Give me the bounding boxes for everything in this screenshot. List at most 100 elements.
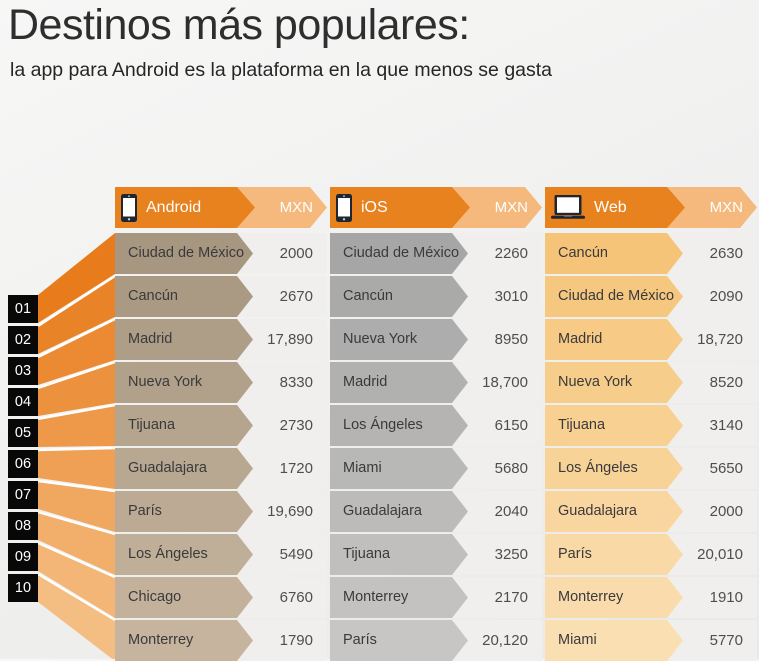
destination-cell: Monterrey xyxy=(330,577,468,618)
table-row: 1720 Guadalajara xyxy=(115,448,327,489)
table-row: 8950 Nueva York xyxy=(330,319,542,360)
table-row: 18,700 Madrid xyxy=(330,362,542,403)
table-row: 6760 Chicago xyxy=(115,577,327,618)
destination-cell: París xyxy=(545,534,683,575)
rank-connector xyxy=(38,276,115,354)
destination-cell: Ciudad de México xyxy=(330,233,468,274)
table-row: 20,120 París xyxy=(330,620,542,661)
currency-label: MXN xyxy=(494,199,528,216)
column-ios: MXN iOS 2260 Ciudad de México 3010 Cancún 89… xyxy=(330,187,542,661)
table-row: 2670 Cancún xyxy=(115,276,327,317)
rank-connector xyxy=(38,481,115,532)
laptop-icon xyxy=(551,195,585,220)
destination-cell: París xyxy=(115,491,253,532)
destination-cell: Tijuana xyxy=(115,405,253,446)
destination-cell: Madrid xyxy=(115,319,253,360)
column-header: MXN Android xyxy=(115,187,327,228)
destination-cell: Cancún xyxy=(330,276,468,317)
destination-cell: Ciudad de México xyxy=(115,233,253,274)
platform-label: Android xyxy=(146,198,202,216)
table-row: 2090 Ciudad de México xyxy=(545,276,757,317)
platform-label: Web xyxy=(594,198,627,216)
destination-cell: Los Ángeles xyxy=(115,534,253,575)
rank-badge: 05 xyxy=(8,419,38,447)
fan-divider xyxy=(38,510,115,536)
table-row: 6150 Los Ángeles xyxy=(330,405,542,446)
table-row: 2040 Guadalajara xyxy=(330,491,542,532)
fan-divider xyxy=(38,479,115,493)
destination-cell: Nueva York xyxy=(545,362,683,403)
rank-connector xyxy=(38,574,115,659)
rank-badge: 06 xyxy=(8,450,38,478)
platform-header: Web xyxy=(545,187,685,228)
destination-cell: Tijuana xyxy=(545,405,683,446)
rank-connector xyxy=(38,362,115,416)
fan-divider xyxy=(38,572,115,622)
table-row: 2000 Guadalajara xyxy=(545,491,757,532)
destination-cell: Ciudad de México xyxy=(545,276,683,317)
rank-badge: 02 xyxy=(8,326,38,354)
destination-cell: Monterrey xyxy=(115,620,253,661)
destination-cell: Nueva York xyxy=(330,319,468,360)
table-row: 20,010 París xyxy=(545,534,757,575)
rank-connector xyxy=(38,512,115,575)
table-row: 17,890 Madrid xyxy=(115,319,327,360)
rank-connector xyxy=(38,448,115,489)
column-rows: 2260 Ciudad de México 3010 Cancún 8950 Nueva … xyxy=(330,187,542,661)
rank-connector xyxy=(38,233,115,323)
fan-divider xyxy=(38,446,115,452)
destination-cell: Los Ángeles xyxy=(545,448,683,489)
fan-divider xyxy=(38,541,115,579)
price-cell: 2170 xyxy=(452,577,542,618)
destination-cell: Madrid xyxy=(330,362,468,403)
table-row: 19,690 París xyxy=(115,491,327,532)
destination-cell: Cancún xyxy=(115,276,253,317)
table-row: 2730 Tijuana xyxy=(115,405,327,446)
rank-badge: 10 xyxy=(8,574,38,602)
rank-badge: 08 xyxy=(8,512,38,540)
column-android: MXN Android 2000 Ciudad de México 2670 Canc… xyxy=(115,187,327,661)
fan-divider xyxy=(38,360,115,390)
rank-connector xyxy=(38,319,115,385)
destination-cell: Guadalajara xyxy=(330,491,468,532)
platform-header: Android xyxy=(115,187,255,228)
price-cell: 6760 xyxy=(237,577,327,618)
table-row: 2630 Cancún xyxy=(545,233,757,274)
price-cell: 8520 xyxy=(667,362,757,403)
rank-connector xyxy=(38,543,115,618)
destination-cell: Madrid xyxy=(545,319,683,360)
column-header: MXN Web xyxy=(545,187,757,228)
table-row: 18,720 Madrid xyxy=(545,319,757,360)
table-row: 8330 Nueva York xyxy=(115,362,327,403)
table-row: 5770 Miami xyxy=(545,620,757,661)
destination-cell: Nueva York xyxy=(115,362,253,403)
destination-cell: Miami xyxy=(330,448,468,489)
platform-header: iOS xyxy=(330,187,470,228)
price-cell: 5680 xyxy=(452,448,542,489)
table-row: 2260 Ciudad de México xyxy=(330,233,542,274)
page-subtitle: la app para Android es la plataforma en … xyxy=(10,59,553,81)
column-rows: 2630 Cancún 2090 Ciudad de México 18,720 Madr… xyxy=(545,187,757,661)
column-web: MXN Web 2630 Cancún 2090 Ciudad de México 18… xyxy=(545,187,757,661)
table-row: 3250 Tijuana xyxy=(330,534,542,575)
rank-badge: 07 xyxy=(8,481,38,509)
rank-fan-graphic xyxy=(38,233,115,659)
destination-cell: Tijuana xyxy=(330,534,468,575)
currency-label: MXN xyxy=(709,199,743,216)
table-row: 5650 Los Ángeles xyxy=(545,448,757,489)
column-rows: 2000 Ciudad de México 2670 Cancún 17,890 Madr… xyxy=(115,187,327,661)
destination-cell: Chicago xyxy=(115,577,253,618)
destination-cell: Los Ángeles xyxy=(330,405,468,446)
table-row: 5680 Miami xyxy=(330,448,542,489)
table-row: 1790 Monterrey xyxy=(115,620,327,661)
smartphone-icon xyxy=(121,193,137,222)
currency-label: MXN xyxy=(279,199,313,216)
table-row: 3010 Cancún xyxy=(330,276,542,317)
destination-cell: Guadalajara xyxy=(115,448,253,489)
column-header: MXN iOS xyxy=(330,187,542,228)
rank-badge: 03 xyxy=(8,357,38,385)
table-row: 2000 Ciudad de México xyxy=(115,233,327,274)
destination-cell: Miami xyxy=(545,620,683,661)
table-row: 5490 Los Ángeles xyxy=(115,534,327,575)
destination-cell: Guadalajara xyxy=(545,491,683,532)
